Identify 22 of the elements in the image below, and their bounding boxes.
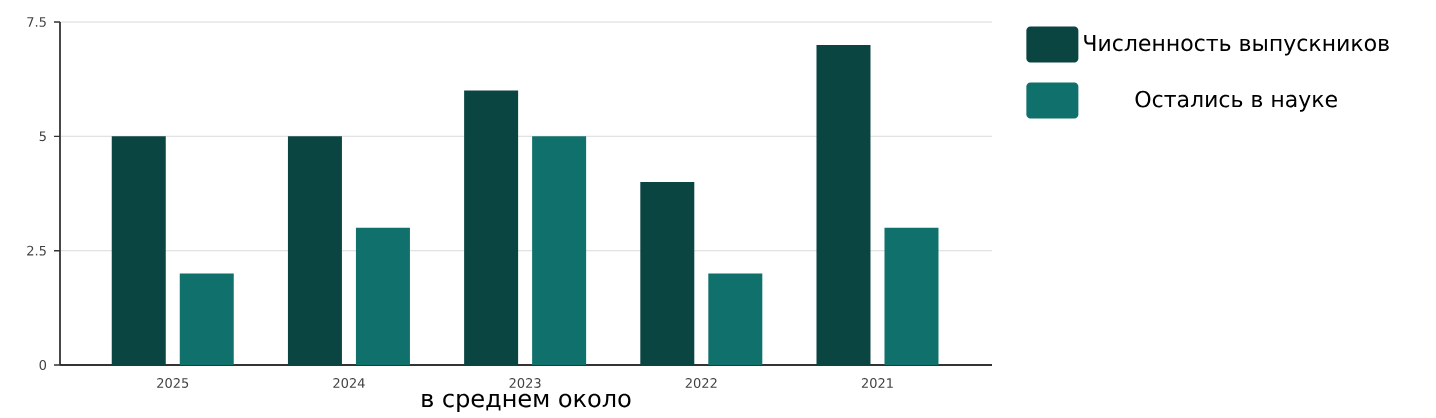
- x-tick-label: 2023: [509, 378, 541, 388]
- legend-label: Численность выпускников: [1084, 34, 1389, 56]
- bar: [355, 227, 410, 365]
- x-tick-label: 2021: [861, 378, 893, 388]
- bar: [287, 136, 342, 365]
- x-axis-title: в среднем около: [422, 393, 631, 413]
- text: Остались в науке: [1135, 90, 1337, 112]
- bar: [111, 136, 166, 365]
- y-tick-label: 7.5: [27, 17, 46, 27]
- x-tick-label: 2022: [685, 378, 717, 388]
- x-tick-label: 2025: [157, 378, 189, 388]
- bar: [179, 273, 234, 365]
- y-tick-label: 2.5: [27, 245, 46, 256]
- bar: [884, 227, 939, 365]
- bar: [464, 90, 519, 365]
- y-tick-label: 5: [39, 131, 46, 142]
- bar: [816, 44, 871, 365]
- bar: [532, 136, 587, 365]
- y-tick-label: 0: [39, 360, 47, 370]
- bar: [640, 182, 695, 365]
- bar: [708, 273, 763, 365]
- x-tick-label: 2024: [333, 378, 365, 388]
